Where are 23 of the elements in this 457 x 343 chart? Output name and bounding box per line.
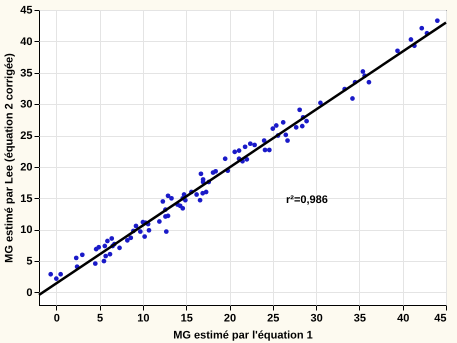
y-tick-label: 0: [26, 286, 32, 299]
y-tick-label: 10: [20, 224, 32, 236]
y-tick-label: 15: [20, 192, 32, 205]
x-tick-label: 30: [310, 312, 323, 324]
x-tick-label: 35: [354, 312, 366, 324]
x-tick-label: 10: [137, 312, 150, 324]
x-tick-label: 15: [180, 312, 193, 324]
y-tick-label: 25: [20, 130, 32, 142]
y-tick-label: 45: [20, 4, 32, 16]
y-tick-label: 40: [20, 36, 32, 48]
x-tick-label: 20: [224, 312, 236, 324]
y-tick-label: 35: [20, 67, 32, 80]
x-tick-label: 45: [434, 312, 446, 324]
y-tick-label: 30: [20, 98, 32, 111]
x-tick-label: 25: [267, 312, 280, 324]
annotation: r²=0,986: [286, 194, 328, 206]
x-tick-label: 0: [54, 312, 60, 324]
y-tick-label: 5: [26, 256, 32, 268]
x-tick-label: 5: [97, 312, 104, 324]
x-tick-label: 40: [397, 312, 410, 324]
x-axis-title: MG estimé par l'équation 1: [173, 330, 313, 342]
y-tick-label: 20: [20, 161, 32, 174]
y-axis-title: MG estimé par Lee (équation 2 corrigée): [3, 52, 16, 263]
